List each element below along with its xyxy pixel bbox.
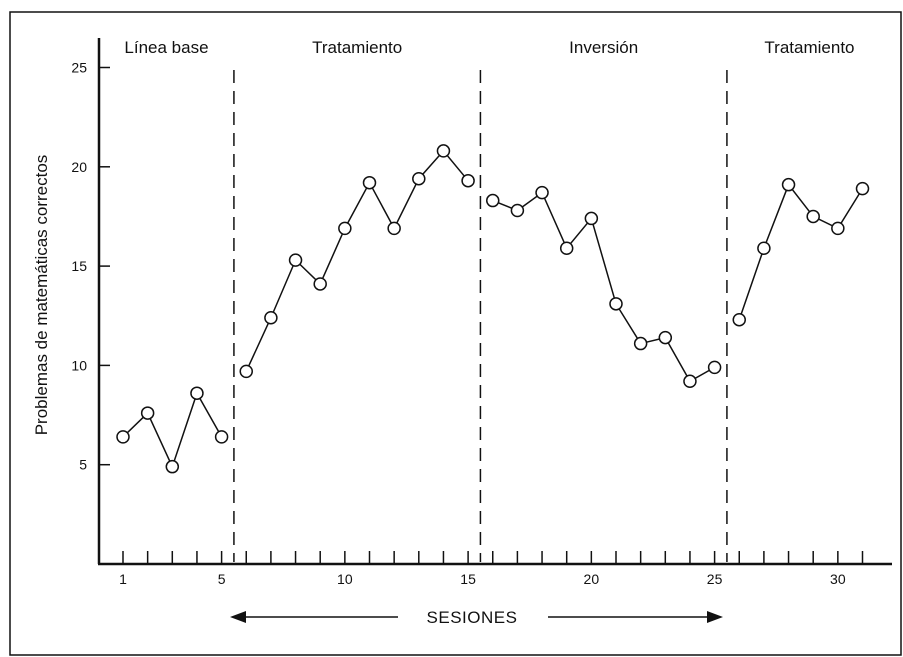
x-tick-label: 30 (830, 571, 846, 587)
y-tick-label: 10 (71, 357, 87, 373)
x-ticks: 1 5 10 15 20 25 30 (119, 551, 864, 587)
data-point (387, 221, 401, 236)
phase-labels: Línea base Tratamiento Inversión Tratamient… (124, 38, 854, 57)
data-point (362, 175, 377, 190)
data-point (535, 185, 549, 200)
data-point (831, 221, 845, 236)
data-point (288, 253, 303, 267)
y-ticks: 5 10 15 20 25 (71, 60, 110, 473)
data-point (806, 209, 820, 224)
data-point (190, 386, 204, 400)
phase-label: Tratamiento (764, 38, 854, 57)
phase-label: Inversión (569, 38, 638, 57)
data-point (461, 173, 475, 188)
data-points (116, 144, 870, 474)
x-tick-label: 15 (460, 571, 476, 587)
right-arrowhead (707, 611, 723, 623)
data-point (757, 241, 771, 255)
data-point (584, 211, 599, 226)
data-point (116, 430, 130, 444)
data-point (338, 221, 352, 236)
x-tick-label: 5 (218, 571, 226, 587)
data-point (658, 330, 673, 345)
data-point (609, 297, 623, 311)
outer-border (9, 11, 902, 656)
data-point (732, 312, 746, 327)
data-point (707, 360, 722, 375)
data-point (486, 193, 500, 208)
series-line (738, 183, 864, 320)
data-point (214, 430, 229, 444)
data-point (855, 181, 870, 196)
x-tick-label: 10 (337, 571, 353, 587)
data-point (781, 177, 796, 192)
phase-lines (233, 70, 728, 562)
data-point (683, 374, 697, 389)
axes (97, 38, 892, 566)
data-point (313, 277, 327, 291)
data-point (165, 459, 180, 474)
series-line (492, 191, 715, 383)
x-tick-label: 20 (584, 571, 600, 587)
y-tick-label: 15 (71, 258, 87, 274)
phase-label: Tratamiento (312, 38, 402, 57)
data-point (510, 203, 525, 218)
x-tick-label: 25 (707, 571, 723, 587)
y-tick-label: 5 (79, 457, 87, 473)
left-arrowhead (230, 611, 246, 623)
data-point (264, 310, 278, 325)
y-tick-label: 25 (71, 60, 87, 76)
x-axis-label-group: SESIONES (230, 608, 723, 627)
x-tick-label: 1 (119, 571, 127, 587)
series-line (122, 391, 223, 469)
data-point (140, 406, 155, 420)
series-line (245, 149, 469, 372)
data-point (239, 364, 253, 379)
y-axis-label: Problemas de matemáticas correctos (32, 155, 51, 436)
y-tick-label: 20 (71, 159, 87, 175)
data-point (436, 144, 451, 158)
data-point (412, 171, 426, 186)
data-point (559, 241, 574, 255)
data-point (633, 336, 648, 351)
phase-label: Línea base (124, 38, 208, 57)
x-axis-label: SESIONES (427, 608, 518, 627)
